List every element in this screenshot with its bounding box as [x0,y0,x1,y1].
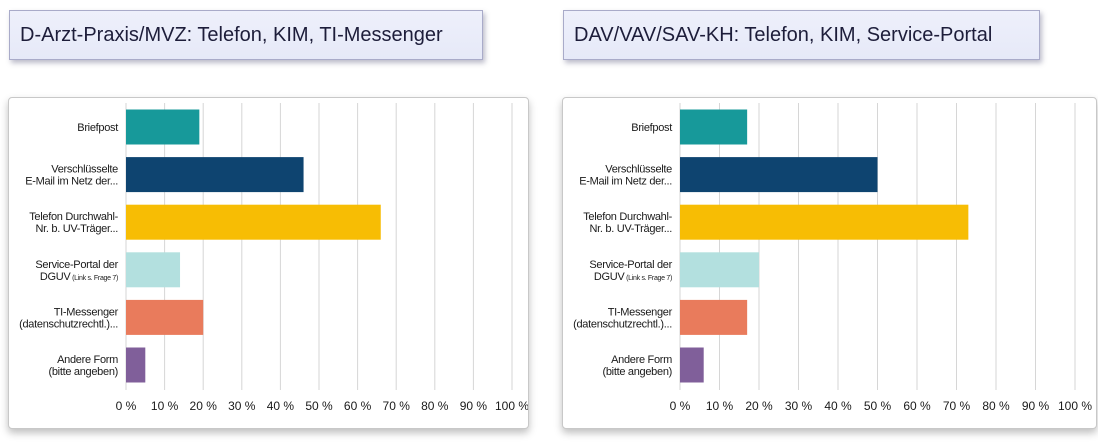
x-tick-label: 30 % [785,399,813,413]
category-label: (datenschutzrechtl.)... [573,318,672,330]
x-tick-label: 70 % [943,399,971,413]
category-label: Nr. b. UV-Träger... [35,223,118,235]
category-label: (bitte angeben) [603,366,673,378]
chart-panel-left: 0 % 10 % 20 % 30 % 40 % 50 % 60 % 70 % 80 % 90 % 1… [8,97,529,429]
chart-title-left: D-Arzt-Praxis/MVZ: Telefon, KIM, TI-Mess… [9,10,483,60]
x-tick-label: 40 % [824,399,852,413]
bar [680,109,748,145]
category-label: Andere Form [57,354,118,366]
category-label: Nr. b. UV-Träger... [589,223,672,235]
chart-title-right: DAV/VAV/SAV-KH: Telefon, KIM, Service-Po… [563,10,1040,60]
x-tick-label: 0 % [670,399,691,413]
x-tick-label: 10 % [151,399,179,413]
x-tick-label: 50 % [864,399,892,413]
bar [126,252,181,288]
category-label: DGUV (Link s. Frage 7) [594,271,672,283]
bar [680,157,878,193]
x-tick-label: 70 % [383,399,411,413]
x-tick-label: 10 % [706,399,734,413]
bar-chart-left: 0 % 10 % 20 % 30 % 40 % 50 % 60 % 70 % 80 % 90 % 1… [19,103,528,413]
x-tick-label: 20 % [745,399,773,413]
x-tick-label: 0 % [116,399,137,413]
x-tick-label: 30 % [228,399,256,413]
category-label: E-Mail im Netz der... [579,176,672,188]
x-tick-label: 80 % [982,399,1010,413]
category-label: Verschlüsselte [51,164,118,176]
category-label: DGUV (Link s. Frage 7) [40,271,118,283]
chart-panel-right: 0 % 10 % 20 % 30 % 40 % 50 % 60 % 70 % 80 % 90 % 1… [562,97,1097,429]
bar [126,347,146,383]
x-tick-label: 80 % [421,399,449,413]
category-label: (datenschutzrechtl.)... [19,318,118,330]
bar [126,109,200,145]
bar [680,252,759,288]
category-label: Telefon Durchwahl- [583,211,672,223]
x-tick-label: 90 % [1022,399,1050,413]
x-tick-label: 40 % [267,399,295,413]
x-tick-label: 20 % [190,399,218,413]
category-label: TI-Messenger [54,306,119,318]
bar [126,157,304,193]
category-label: Service-Portal der [589,259,672,271]
bar [680,204,969,240]
category-label: Service-Portal der [35,259,118,271]
category-label: Andere Form [611,354,672,366]
category-label: Telefon Durchwahl- [29,211,118,223]
bar [126,204,381,240]
x-tick-label: 60 % [903,399,931,413]
bar-chart-right: 0 % 10 % 20 % 30 % 40 % 50 % 60 % 70 % 80 % 90 % 1… [573,103,1092,413]
bar [126,299,204,335]
x-tick-label: 50 % [305,399,333,413]
category-label: Verschlüsselte [605,164,672,176]
x-tick-label: 100 % [495,399,528,413]
category-label: Briefpost [631,122,672,134]
bar [680,299,748,335]
x-tick-label: 100 % [1058,399,1092,413]
x-tick-label: 60 % [344,399,372,413]
category-label: (bitte angeben) [49,366,119,378]
bar [680,347,704,383]
category-note: (Link s. Frage 7) [70,275,118,282]
category-label: E-Mail im Netz der... [25,176,118,188]
x-tick-label: 90 % [460,399,488,413]
category-label: Briefpost [77,122,118,134]
category-label: TI-Messenger [608,306,673,318]
category-note: (Link s. Frage 7) [624,275,672,282]
